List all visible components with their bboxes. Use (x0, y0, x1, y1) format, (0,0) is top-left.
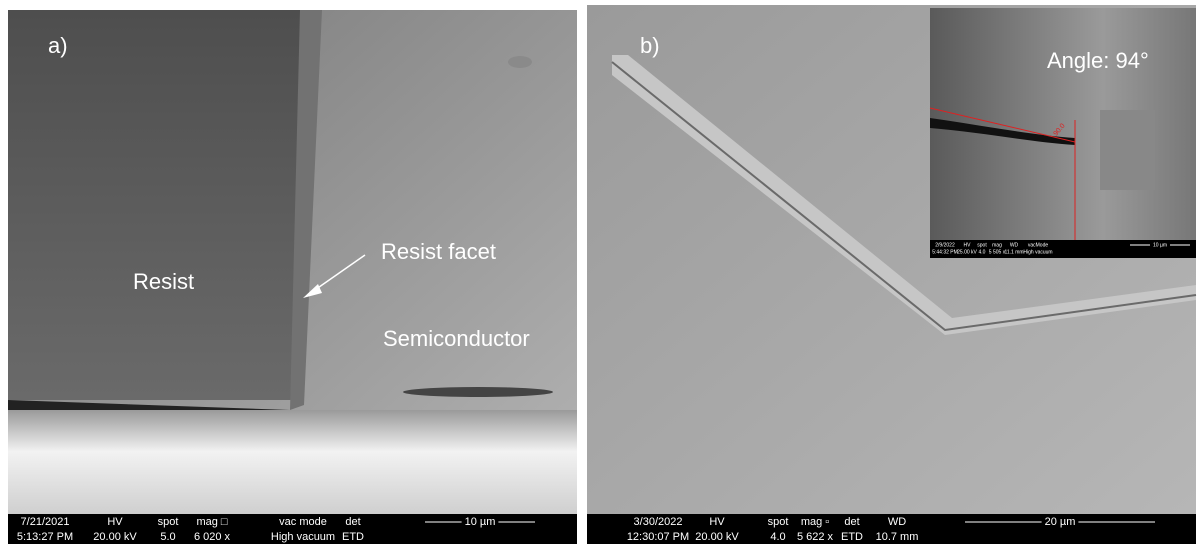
databar-value: High vacuum (271, 531, 335, 543)
databar-header: HV (107, 516, 123, 528)
databar-value: 5:13:27 PM (17, 531, 73, 543)
annotation: Resist facet (381, 239, 496, 264)
databar-header: 2/9/2022 (935, 242, 955, 248)
databar-value: 4.0 (770, 531, 785, 543)
databar-header: mag ▫ (801, 516, 829, 528)
databar-value: 20.00 kV (695, 531, 739, 543)
databar-value: ETD (841, 531, 863, 543)
databar-b (587, 514, 1196, 544)
panel-label: b) (640, 33, 660, 58)
databar-value: ETD (342, 531, 364, 543)
sem-image-a (8, 10, 577, 514)
databar-value: 5 622 x (797, 531, 834, 543)
scale-label-bg (461, 515, 499, 528)
databar-header: mag (992, 242, 1002, 248)
databar-header: vac mode (279, 516, 327, 528)
databar-header: 3/30/2022 (634, 516, 683, 528)
databar-value: 20.00 kV (93, 531, 137, 543)
databar-header: 7/21/2021 (21, 516, 70, 528)
databar-header: spot (768, 516, 789, 528)
databar-header: HV (964, 242, 972, 248)
databar-header: mag □ (196, 516, 227, 528)
databar-header: det (844, 516, 859, 528)
scale-label: 10 µm (465, 516, 496, 528)
databar-header: HV (709, 516, 725, 528)
databar-value: 5:44:32 PM (932, 249, 958, 255)
databar-value: 6 020 x (194, 531, 231, 543)
databar-value: 4.0 (979, 249, 986, 255)
databar-value: 25.00 kV (957, 249, 977, 255)
databar-header: WD (888, 516, 906, 528)
inset-label: Angle: 94° (1047, 48, 1149, 73)
scale-label-bg (1150, 242, 1170, 249)
annotation: Resist (133, 269, 194, 294)
databar-header: det (345, 516, 360, 528)
databar-value: High vacuum (1023, 249, 1052, 255)
databar-header: vacMode (1028, 242, 1049, 248)
sem-image-b (587, 5, 1197, 514)
databar-header: WD (1010, 242, 1019, 248)
databar-value: 12:30:07 PM (627, 531, 689, 543)
databar-value: 5.0 (160, 531, 175, 543)
databar-value: 10.7 mm (876, 531, 919, 543)
scale-label: 10 µm (1153, 242, 1167, 248)
panel-label: a) (48, 33, 68, 58)
scale-label: 20 µm (1045, 516, 1076, 528)
databar-value: 5 505 x (989, 249, 1006, 255)
databar-header: spot (158, 516, 179, 528)
databar-value: 11.1 mm (1004, 249, 1023, 255)
scale-label-bg (1041, 515, 1079, 528)
databar-header: spot (977, 242, 987, 248)
annotation: Semiconductor (383, 326, 530, 351)
